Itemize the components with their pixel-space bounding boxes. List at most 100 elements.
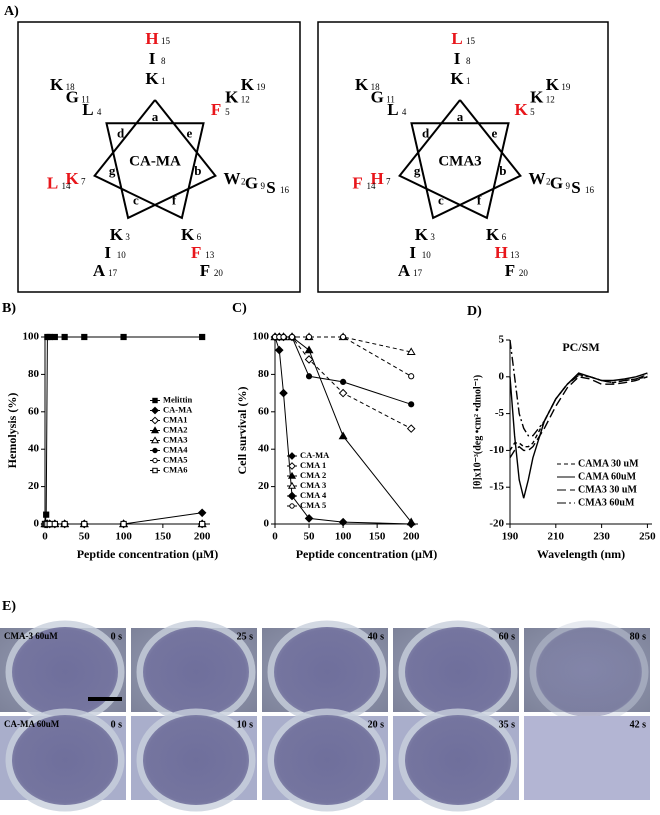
legend-label: CMA1: [163, 414, 188, 424]
x-tick-label: 150: [155, 531, 172, 543]
residue-number: 19: [561, 82, 571, 92]
legend-marker: [287, 471, 297, 479]
heptad-letter: g: [414, 163, 421, 178]
data-point: [81, 333, 88, 341]
residue-number: 3: [430, 232, 435, 242]
y-tick-label: 100: [253, 331, 270, 343]
row-label: CA-MA 60uM: [4, 719, 60, 729]
time-label: 80 s: [630, 631, 647, 642]
panel-label: E): [2, 599, 16, 614]
x-tick-label: 100: [115, 531, 132, 543]
data-point: [51, 333, 58, 341]
legend-label: CMA4: [163, 444, 188, 454]
y-tick-label: 40: [28, 443, 40, 455]
legend-label: CA-MA: [163, 404, 193, 414]
data-point: [406, 347, 416, 356]
residue-number: 20: [519, 268, 529, 278]
residue-letter: K: [355, 75, 369, 94]
data-point: [338, 431, 348, 440]
legend-label: CAMA 30 uM: [578, 458, 639, 469]
residue-letter: K: [181, 225, 195, 244]
residue-letter: K: [145, 69, 159, 88]
heptad-letter: g: [109, 163, 116, 178]
series-line: [275, 336, 412, 377]
x-tick-label: 50: [304, 531, 316, 543]
data-point: [197, 508, 207, 518]
residue-letter: K: [225, 87, 239, 106]
residue-number: 8: [466, 56, 471, 66]
residue-number: 6: [197, 232, 202, 242]
legend-marker: [289, 493, 295, 499]
data-point: [274, 345, 284, 355]
residue-number: 2: [241, 176, 246, 186]
vesicle: [405, 627, 511, 717]
residue-letter: K: [415, 225, 429, 244]
legend-label: CA-MA: [300, 450, 330, 460]
legend-label: CAMA 60uM: [578, 471, 637, 482]
legend-label: CMA3: [163, 434, 188, 444]
residue-number: 6: [502, 232, 507, 242]
vesicle-halo: [267, 708, 387, 812]
heptad-letter: f: [477, 193, 482, 208]
residue-letter: I: [454, 49, 461, 68]
data-point: [408, 401, 415, 408]
heptad-letter: e: [187, 126, 193, 141]
series-line: [509, 339, 648, 437]
residue-letter: S: [571, 178, 580, 197]
vesicle: [536, 627, 642, 717]
data-point: [46, 520, 53, 528]
residue-letter: K: [546, 75, 560, 94]
residue-letter: K: [514, 100, 528, 119]
legend-marker: [152, 467, 158, 474]
data-point: [81, 520, 88, 528]
data-point: [408, 373, 415, 380]
residue-letter: L: [387, 100, 398, 119]
residue-number: 3: [125, 232, 130, 242]
residue-letter: S: [266, 178, 275, 197]
wheel-center-label: CA-MA: [129, 153, 181, 169]
data-point: [339, 378, 347, 385]
wheel-center-label: CMA3: [438, 153, 481, 169]
x-tick-label: 50: [79, 531, 91, 543]
legend-marker: [150, 426, 160, 434]
residue-letter: K: [50, 75, 64, 94]
heptad-letter: c: [133, 193, 139, 208]
panel-label: A): [4, 4, 19, 19]
heptad-letter: b: [499, 163, 506, 178]
y-tick-label: 0: [264, 518, 270, 530]
data-point: [61, 520, 68, 528]
residue-number: 9: [565, 181, 570, 191]
x-tick-label: 0: [42, 531, 48, 543]
residue-number: 1: [161, 76, 166, 86]
residue-letter: I: [149, 49, 156, 68]
time-label: 20 s: [368, 719, 385, 730]
residue-number: 15: [466, 36, 476, 46]
time-label: 35 s: [499, 719, 516, 730]
data-point: [304, 345, 314, 354]
residue-letter: G: [66, 87, 79, 106]
helical-wheel: [398, 99, 522, 220]
residue-number: 1: [466, 76, 471, 86]
residue-number: 10: [117, 250, 127, 260]
legend-label: CMA3 30 uM: [578, 484, 637, 495]
residue-number: 14: [62, 181, 72, 191]
heptad-letter: e: [492, 126, 498, 141]
residue-letter: F: [505, 261, 515, 280]
data-point: [288, 333, 296, 341]
residue-letter: G: [371, 87, 384, 106]
y-tick-label: -15: [489, 481, 504, 493]
legend-label: CMA3 60uM: [578, 497, 635, 508]
residue-number: 12: [241, 94, 250, 104]
y-tick-label: -5: [495, 407, 505, 419]
time-label: 42 s: [630, 719, 647, 730]
residue-number: 19: [256, 82, 266, 92]
residue-number: 9: [260, 181, 265, 191]
vesicle: [143, 627, 249, 717]
data-point: [304, 514, 314, 523]
legend-marker: [289, 503, 295, 509]
y-tick-label: 0: [34, 518, 40, 530]
legend-marker: [288, 452, 296, 460]
y-tick-label: 5: [499, 334, 505, 346]
